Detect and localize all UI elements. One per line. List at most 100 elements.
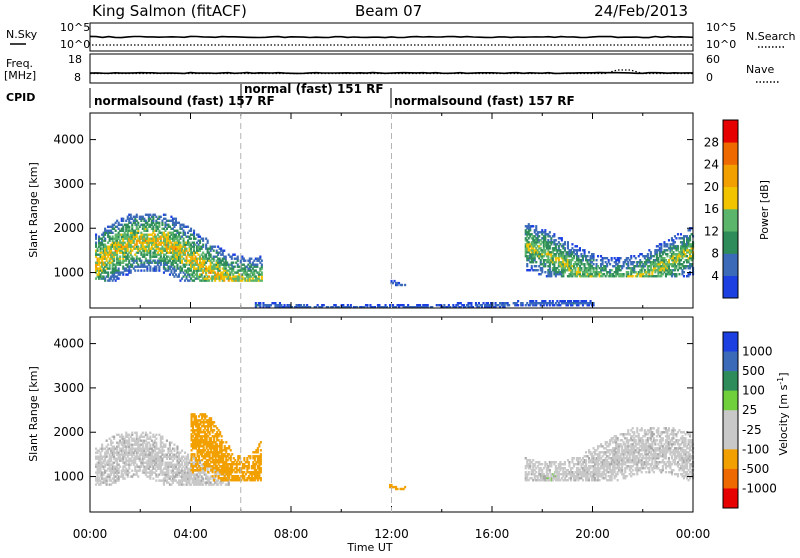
heatmap-cell — [146, 434, 148, 436]
freq-tick-bottom: 8 — [74, 71, 81, 84]
nave-tick-top: 60 — [706, 53, 720, 66]
heatmap-cell — [248, 461, 250, 463]
heatmap-cell — [675, 273, 677, 275]
cpid-label: CPID — [6, 91, 35, 104]
nsky-label: N.Sky — [6, 28, 38, 41]
heatmap-cell — [608, 259, 610, 261]
nsky-tick-bottom: 10^0 — [60, 38, 90, 51]
colorbar-tick-label: 12 — [704, 224, 719, 238]
colorbar-swatch — [723, 165, 738, 188]
heatmap-cell — [650, 251, 652, 253]
heatmap-cell — [130, 269, 132, 271]
colorbar-tick-label: 4 — [711, 269, 719, 283]
date-title: 24/Feb/2013 — [594, 2, 688, 20]
heatmap-cell — [244, 260, 246, 262]
heatmap-cell — [113, 436, 115, 438]
power-heatmap — [95, 214, 694, 309]
nsky-tick-top: 10^5 — [60, 21, 90, 34]
heatmap-cell — [593, 263, 595, 265]
heatmap-cell — [535, 265, 537, 267]
heatmap-cell — [164, 214, 166, 216]
heatmap-cell — [366, 304, 368, 306]
heatmap-cell — [677, 245, 679, 247]
cpid-segment-3: normalsound (fast) 157 RF — [394, 94, 575, 108]
heatmap-cell — [173, 444, 175, 446]
heatmap-cell — [137, 269, 139, 271]
heatmap-cell — [200, 467, 202, 469]
heatmap-cell — [131, 432, 133, 434]
heatmap-cell — [228, 445, 230, 447]
heatmap-cell — [213, 429, 215, 431]
heatmap-cell — [219, 431, 221, 433]
colorbar-tick-label: 20 — [704, 180, 719, 194]
heatmap-cell — [190, 228, 192, 230]
beam-title: Beam 07 — [355, 2, 422, 20]
nsearch-tick-bottom: 10^0 — [706, 38, 736, 51]
heatmap-cell — [140, 260, 142, 262]
heatmap-cell — [213, 479, 215, 481]
heatmap-cell — [207, 240, 209, 242]
nsearch-tick-top: 10^5 — [706, 21, 736, 34]
heatmap-cell — [627, 271, 629, 273]
heatmap-cell — [155, 438, 157, 440]
heatmap-cell — [179, 232, 181, 234]
nave-label: Nave — [746, 63, 774, 76]
heatmap-cell — [470, 302, 472, 304]
heatmap-cell — [553, 233, 555, 235]
heatmap-cell — [260, 441, 262, 443]
heatmap-cell — [633, 261, 635, 263]
heatmap-cell — [576, 245, 578, 247]
heatmap-cell — [666, 243, 668, 245]
heatmap-cell — [221, 435, 223, 437]
heatmap-cell — [593, 253, 595, 255]
heatmap-cell — [552, 300, 554, 302]
heatmap-cell — [691, 263, 693, 265]
power-ylabel: Slant Range [km] — [27, 162, 40, 258]
ytick-label: 1000 — [53, 266, 84, 280]
heatmap-cell — [508, 304, 510, 306]
heatmap-cell — [611, 257, 613, 259]
colorbar-swatch — [723, 209, 738, 232]
heatmap-cell — [195, 415, 197, 417]
cpid-segment-2: normal (fast) 151 RF — [244, 82, 384, 96]
heatmap-cell — [215, 475, 217, 477]
heatmap-cell — [564, 241, 566, 243]
heatmap-cell — [155, 434, 157, 436]
heatmap-cell — [184, 232, 186, 234]
heatmap-cell — [134, 269, 136, 271]
heatmap-cell — [213, 250, 215, 252]
heatmap-cell — [223, 250, 225, 252]
heatmap-cell — [401, 284, 403, 286]
ytick-label: 2000 — [53, 221, 84, 235]
heatmap-cell — [183, 483, 185, 485]
heatmap-cell — [118, 277, 120, 279]
heatmap-cell — [538, 235, 540, 237]
heatmap-cell — [567, 241, 569, 243]
heatmap-cell — [623, 273, 625, 275]
nsky-series-line — [90, 36, 693, 37]
heatmap-cell — [213, 421, 215, 423]
heatmap-cell — [112, 442, 114, 444]
heatmap-cell — [158, 222, 160, 224]
heatmap-cell — [101, 444, 103, 446]
heatmap-cell — [183, 238, 185, 240]
heatmap-cell — [149, 266, 151, 268]
heatmap-cell — [164, 444, 166, 446]
heatmap-cell — [668, 239, 670, 241]
heatmap-cell — [136, 214, 138, 216]
heatmap-cell — [683, 275, 685, 277]
heatmap-cell — [234, 254, 236, 256]
colorbar-swatch — [723, 187, 738, 210]
heatmap-cell — [142, 432, 144, 434]
freq-unit-label: [MHz] — [4, 69, 36, 82]
heatmap-cell — [243, 457, 245, 459]
heatmap-cell — [206, 415, 208, 417]
heatmap-cell — [597, 255, 599, 257]
colorbar-swatch — [723, 276, 738, 299]
heatmap-cell — [119, 466, 121, 468]
heatmap-cell — [136, 432, 138, 434]
heatmap-cell — [620, 257, 622, 259]
heatmap-cell — [230, 449, 232, 451]
heatmap-cell — [107, 271, 109, 273]
